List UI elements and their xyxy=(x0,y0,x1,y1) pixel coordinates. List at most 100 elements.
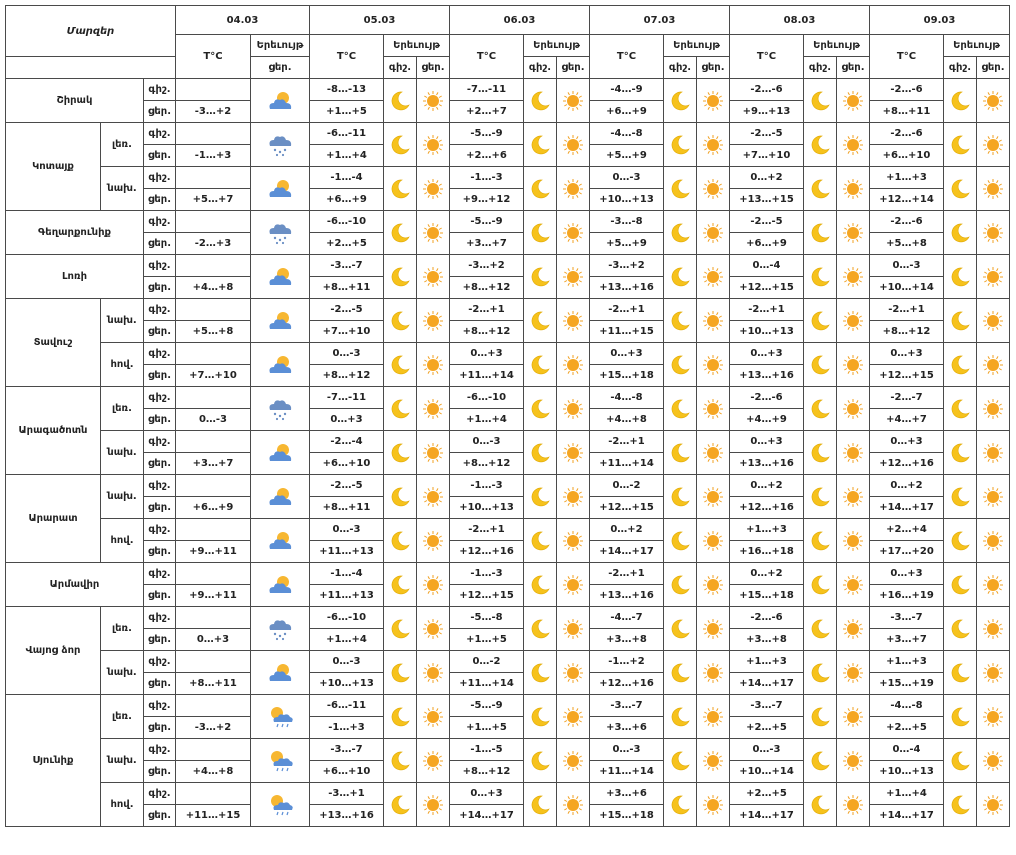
temp-day-value: +6…+10 xyxy=(869,144,944,167)
temp-header: T°C xyxy=(869,34,944,79)
subregion-name: նախ. xyxy=(100,474,144,519)
moon-icon xyxy=(803,738,837,783)
temp-night-value: -1…-3 xyxy=(449,166,524,189)
temp-night-value: -4…-7 xyxy=(589,606,664,629)
temp-night-value: -2…-5 xyxy=(729,122,804,145)
sun-icon xyxy=(836,518,870,563)
temp-night-value: -2…-5 xyxy=(309,298,384,321)
night-label: գիշ. xyxy=(143,386,176,409)
temp-day-value: +10…+13 xyxy=(589,188,664,211)
table-row: հով. գիշ. 0…-3 0…+3 0…+3 0…+3 0…+3 xyxy=(6,342,1010,387)
temp-day-value: +11…+14 xyxy=(589,760,664,783)
temp-night-value xyxy=(175,298,251,321)
header-row-periods: ցեր. գիշ. ցեր. գիշ. ցեր. գիշ. ցեր. գիշ. ցեր. գիշ.… xyxy=(5,56,1010,79)
temp-day-value: +2…+7 xyxy=(449,100,524,123)
region-name: Արմավիր xyxy=(5,562,144,607)
date-header: 04.03 xyxy=(175,5,310,35)
temp-day-value: +10…+13 xyxy=(309,672,384,695)
temp-night-value xyxy=(175,122,251,145)
temp-day-value: +5…+8 xyxy=(175,320,251,343)
table-row: ցեր. -1…+3 +1…+4 +2…+6 +5…+9 +7…+10 +6…+10 xyxy=(6,144,1010,167)
sun-icon xyxy=(976,342,1010,387)
sun-icon xyxy=(416,166,450,211)
day-label: ցեր. xyxy=(143,408,176,431)
sun-icon xyxy=(976,606,1010,651)
day-label: ցեր. xyxy=(143,540,176,563)
table-row: ցեր. +5…+7 +6…+9 +9…+12 +10…+13 +13…+15 +12…+1… xyxy=(6,188,1010,211)
temp-day-value: +5…+7 xyxy=(175,188,251,211)
moon-icon xyxy=(523,782,557,827)
temp-night-value: -2…+1 xyxy=(589,298,664,321)
moon-icon xyxy=(803,386,837,431)
sun-icon xyxy=(556,474,590,519)
temp-night-value xyxy=(175,606,251,629)
temp-night-value: 0…+3 xyxy=(449,342,524,365)
sun-icon xyxy=(836,386,870,431)
temp-day-value: +8…+12 xyxy=(449,320,524,343)
temp-night-value: 0…+2 xyxy=(729,166,804,189)
sun-icon xyxy=(556,254,590,299)
moon-icon xyxy=(523,386,557,431)
table-row: ցեր. +6…+9 +8…+11 +10…+13 +12…+15 +12…+16 +14…… xyxy=(6,496,1010,519)
sun-icon xyxy=(556,782,590,827)
temp-night-value: 0…-4 xyxy=(869,738,944,761)
temp-night-value: 0…-4 xyxy=(729,254,804,277)
night-label: գիշ. xyxy=(143,254,176,277)
sun-cloud-rain-icon xyxy=(250,694,310,739)
temp-day-value: +3…+7 xyxy=(175,452,251,475)
moon-icon xyxy=(943,474,977,519)
temp-night-value xyxy=(175,694,251,717)
temp-night-value: -3…+2 xyxy=(589,254,664,277)
temp-night-value xyxy=(175,78,251,101)
region-name: Կոտայք xyxy=(5,122,101,211)
moon-icon xyxy=(383,694,417,739)
sun-icon xyxy=(976,782,1010,827)
moon-icon xyxy=(943,562,977,607)
table-row: ցեր. +3…+7 +6…+10 +8…+12 +11…+14 +13…+16 +12…+… xyxy=(6,452,1010,475)
cloud-sun-icon xyxy=(250,254,310,299)
sun-icon xyxy=(976,254,1010,299)
temp-night-value xyxy=(175,166,251,189)
date-header: 06.03 xyxy=(449,5,590,35)
moon-icon xyxy=(523,254,557,299)
moon-icon xyxy=(663,738,697,783)
sun-icon xyxy=(976,122,1010,167)
temp-night-value: -7…-11 xyxy=(449,78,524,101)
region-name: Գեղարքունիք xyxy=(5,210,144,255)
table-row: Գեղարքունիք գիշ. -6…-10 -5…-9 -3…-8 -2…-5 -2…-… xyxy=(5,210,1010,255)
night-label: գիշ. xyxy=(143,650,176,673)
table-row: նախ. գիշ. 0…-3 0…-2 -1…+2 +1…+3 +1…+3 xyxy=(6,650,1010,695)
day-label: ցեր. xyxy=(143,144,176,167)
sun-icon xyxy=(696,562,730,607)
table-row: Արագածոտն լեռ. գիշ. -7…-11 -6…-10 -4…-8 -2…-6 -… xyxy=(5,386,1010,475)
sun-icon xyxy=(416,210,450,255)
temp-day-value: +6…+9 xyxy=(589,100,664,123)
day-label: ցեր. xyxy=(836,56,870,79)
temp-day-value: +11…+14 xyxy=(449,672,524,695)
temp-night-value: -1…+2 xyxy=(589,650,664,673)
sun-cloud-rain-icon xyxy=(250,782,310,827)
date-header: 07.03 xyxy=(589,5,730,35)
cloud-sun-icon xyxy=(250,474,310,519)
moon-icon xyxy=(663,254,697,299)
temp-day-value: +14…+17 xyxy=(449,804,524,827)
table-row: ցեր. 0…+3 +1…+4 +1…+5 +3…+8 +3…+8 +3…+7 xyxy=(6,628,1010,651)
weather-header: Երեւույթ xyxy=(250,34,310,57)
temp-day-value: +15…+18 xyxy=(589,364,664,387)
temp-day-value: +2…+6 xyxy=(449,144,524,167)
region-name: Վայոց ձոր xyxy=(5,606,101,695)
sun-icon xyxy=(416,650,450,695)
sun-icon xyxy=(416,474,450,519)
moon-icon xyxy=(663,782,697,827)
temp-night-value: +2…+5 xyxy=(729,782,804,805)
moon-icon xyxy=(523,430,557,475)
sun-icon xyxy=(696,694,730,739)
table-row: Սյունիք լեռ. գիշ. -6…-11 -5…-9 -3…-7 -3…-7 -4…-… xyxy=(5,694,1010,827)
temp-day-value: +10…+14 xyxy=(729,760,804,783)
moon-icon xyxy=(663,78,697,123)
subregion-name: լեռ. xyxy=(100,386,144,431)
moon-icon xyxy=(803,782,837,827)
region-name: Արարատ xyxy=(5,474,101,563)
sun-icon xyxy=(836,298,870,343)
subregion-name: հով. xyxy=(100,342,144,387)
